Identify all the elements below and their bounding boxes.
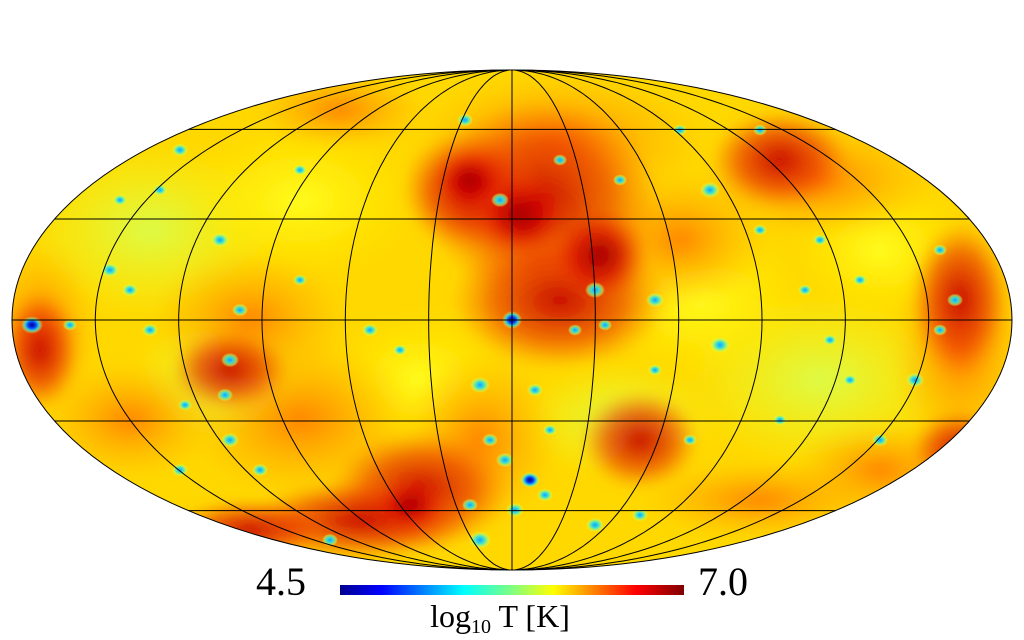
cold-spot bbox=[153, 184, 167, 196]
cold-spot bbox=[470, 377, 490, 393]
cold-spot bbox=[172, 463, 188, 477]
colorbar bbox=[340, 585, 684, 595]
cold-spot bbox=[823, 334, 837, 346]
colorbar-title-subscript: 10 bbox=[471, 616, 492, 638]
cold-spot bbox=[568, 324, 582, 336]
cold-spot bbox=[393, 344, 407, 356]
temperature-patch bbox=[170, 500, 330, 560]
cold-spot bbox=[648, 364, 662, 376]
cold-spot bbox=[293, 274, 307, 286]
temperature-patch bbox=[550, 210, 650, 300]
cold-spot bbox=[710, 337, 730, 353]
temperature-patch bbox=[710, 110, 850, 210]
cold-spot bbox=[293, 164, 307, 176]
cold-spot bbox=[700, 182, 720, 198]
cold-spot bbox=[673, 124, 687, 136]
cold-spot bbox=[537, 488, 553, 502]
cold-spot bbox=[113, 194, 127, 206]
cold-spot bbox=[632, 508, 648, 522]
cold-spot bbox=[172, 143, 188, 157]
temperature-patch bbox=[12, 290, 80, 410]
cold-spot bbox=[933, 324, 947, 336]
temperature-patch bbox=[375, 480, 445, 530]
cold-spot bbox=[506, 502, 524, 518]
cold-spot bbox=[21, 316, 43, 334]
cold-spot bbox=[178, 399, 192, 411]
cold-spot bbox=[122, 283, 138, 297]
cold-spot bbox=[753, 224, 767, 236]
cold-spot bbox=[872, 433, 888, 447]
cold-spots bbox=[21, 113, 963, 549]
cold-spot bbox=[598, 319, 612, 331]
cold-spot bbox=[906, 372, 924, 388]
temperature-patch bbox=[435, 150, 505, 210]
cold-spot bbox=[211, 232, 229, 248]
cold-spot bbox=[496, 452, 514, 468]
cold-spot bbox=[947, 293, 963, 307]
cold-spot bbox=[798, 284, 812, 296]
cold-spot bbox=[683, 434, 697, 446]
temperature-patch bbox=[170, 330, 290, 410]
cold-spot bbox=[773, 414, 787, 426]
cold-spot bbox=[843, 374, 857, 386]
graticule-grid bbox=[12, 69, 1012, 571]
cold-spot bbox=[586, 517, 604, 533]
cold-spot bbox=[362, 323, 378, 337]
colorbar-min-label: 4.5 bbox=[256, 559, 306, 604]
cold-spot bbox=[813, 234, 827, 246]
cold-spot bbox=[553, 154, 567, 166]
cold-spot bbox=[457, 113, 473, 127]
cold-spot bbox=[63, 319, 77, 331]
cold-spot bbox=[933, 244, 947, 256]
cold-spot bbox=[221, 432, 239, 448]
cold-spot bbox=[753, 124, 767, 136]
colorbar-title-prefix: log bbox=[430, 598, 472, 634]
temperature-field bbox=[12, 70, 1012, 560]
cold-spot bbox=[252, 463, 268, 477]
map-outline bbox=[11, 69, 1013, 571]
colorbar-max-label: 7.0 bbox=[698, 559, 748, 604]
cold-spot bbox=[543, 424, 557, 436]
cold-spot bbox=[520, 472, 540, 488]
colorbar-gradient bbox=[340, 585, 684, 595]
cold-spot bbox=[469, 531, 491, 549]
cold-spot bbox=[482, 433, 498, 447]
cold-spot bbox=[232, 303, 248, 317]
cold-spot bbox=[462, 498, 478, 512]
cold-spot bbox=[491, 192, 509, 208]
cold-spot bbox=[82, 143, 98, 157]
sky-map-field bbox=[12, 70, 1012, 570]
temperature-patch bbox=[910, 410, 1010, 490]
cold-spot bbox=[613, 174, 627, 186]
cold-spot bbox=[221, 352, 239, 368]
cold-spot bbox=[217, 388, 233, 402]
cold-spot bbox=[142, 323, 158, 337]
temperature-patch bbox=[180, 120, 420, 280]
cold-spot bbox=[853, 274, 867, 286]
colorbar-title-suffix: T [K] bbox=[491, 598, 570, 634]
cold-spot bbox=[646, 292, 664, 308]
colorbar-title: log10 T [K] bbox=[0, 600, 1000, 637]
cold-spot bbox=[527, 383, 543, 397]
temperature-patch bbox=[580, 390, 700, 490]
